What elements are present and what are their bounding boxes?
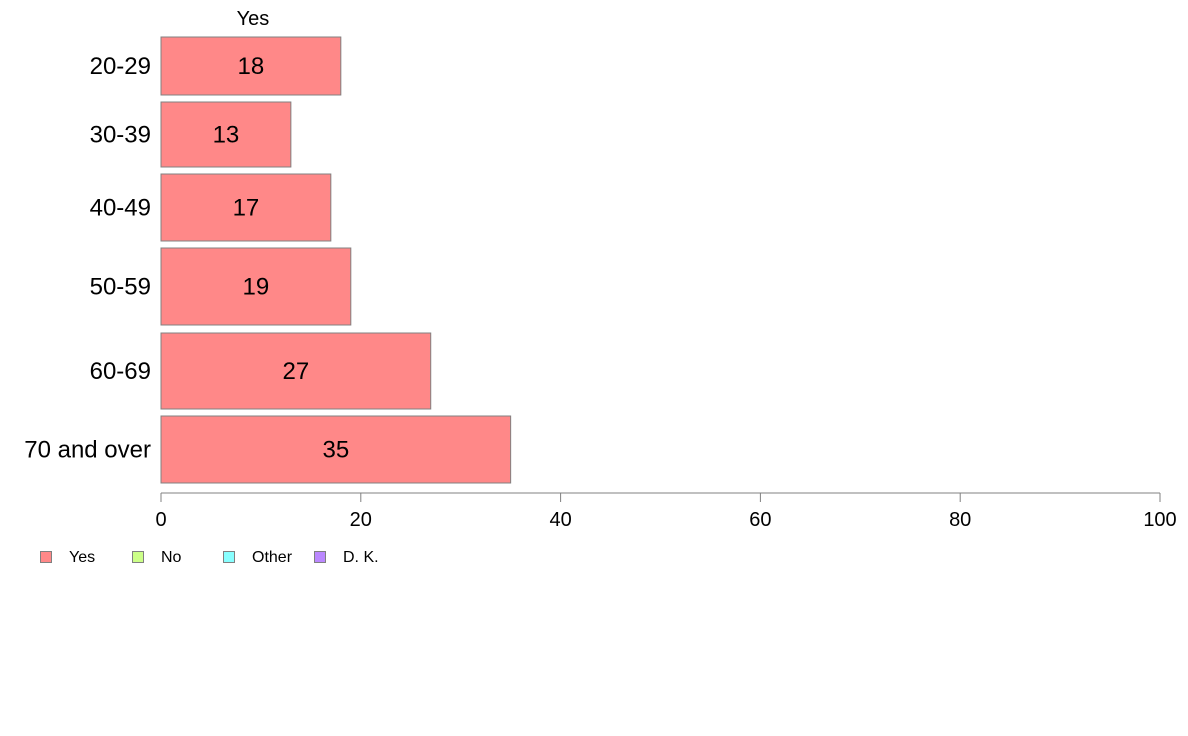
category-labels: 20-29 30-39 40-49 50-59 60-69 70 and over: [24, 53, 151, 464]
bar-70-and-over: [160, 415, 512, 484]
bar-60-69: [160, 332, 432, 410]
bar-50-59: [160, 247, 352, 326]
legend-swatch-no: [132, 551, 144, 563]
x-tick-label-80: 80: [949, 509, 971, 531]
x-axis: 0 20 40 60 80 100: [155, 492, 1177, 531]
legend-swatch-other: [223, 551, 235, 563]
legend-label-yes: Yes: [69, 549, 96, 566]
data-label-20-29: 18: [238, 53, 265, 80]
x-tick-label-60: 60: [749, 509, 771, 531]
data-label-60-69: 27: [283, 358, 310, 385]
bars-group: 18 13 17 19 27 35: [160, 36, 512, 484]
legend-swatch-yes: [40, 551, 52, 563]
x-tick-label-20: 20: [350, 509, 372, 531]
category-label-30-39: 30-39: [90, 122, 151, 149]
legend-label-other: Other: [252, 549, 293, 566]
x-tick-label-40: 40: [549, 509, 571, 531]
bar-40-49: [160, 173, 332, 242]
legend-swatch-dk: [314, 551, 326, 563]
bar-30-39: [160, 101, 292, 168]
data-label-40-49: 17: [233, 195, 260, 222]
legend-label-dk: D. K.: [343, 549, 379, 566]
data-label-30-39: 13: [213, 122, 240, 149]
data-label-50-59: 19: [243, 274, 270, 301]
data-label-70-and-over: 35: [322, 437, 349, 464]
category-label-70-and-over: 70 and over: [24, 437, 151, 464]
x-tick-label-0: 0: [155, 509, 166, 531]
category-label-60-69: 60-69: [90, 358, 151, 385]
category-label-50-59: 50-59: [90, 274, 151, 301]
panel-title: Yes: [237, 8, 270, 30]
category-label-40-49: 40-49: [90, 195, 151, 222]
x-tick-label-100: 100: [1143, 509, 1176, 531]
legend-label-no: No: [161, 549, 182, 566]
category-label-20-29: 20-29: [90, 53, 151, 80]
bar-20-29: [160, 36, 342, 96]
